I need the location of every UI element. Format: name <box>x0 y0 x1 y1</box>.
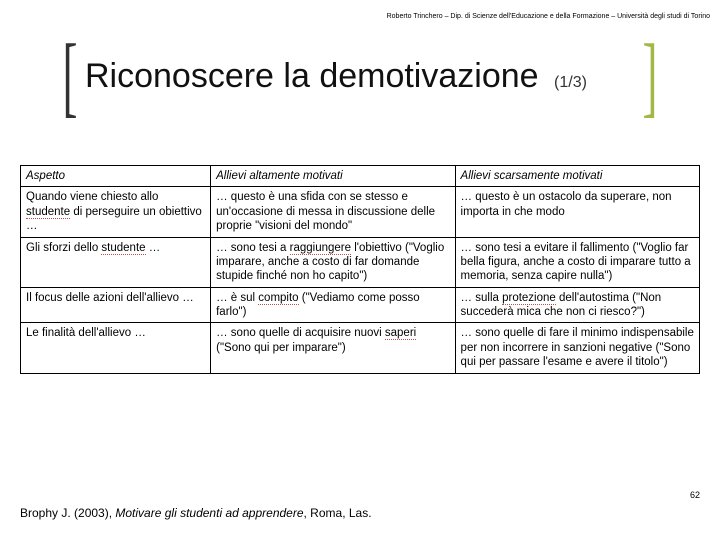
header-attribution: Roberto Trinchero – Dip. di Scienze dell… <box>387 13 710 20</box>
title-counter: (1/3) <box>554 74 587 91</box>
citation-rest: , Roma, Las. <box>304 506 372 520</box>
cell: … sono tesi a evitare il fallimento ("Vo… <box>455 237 699 287</box>
cell: … questo è una sfida con se stesso e un'… <box>211 187 455 237</box>
page-number: 62 <box>690 490 700 500</box>
citation-title: Motivare gli studenti ad apprendere <box>115 506 303 520</box>
table-header-row: Aspetto Allievi altamente motivati Allie… <box>21 166 700 187</box>
table-row: Il focus delle azioni dell'allievo … … è… <box>21 287 700 323</box>
cell: … sono quelle di fare il minimo indispen… <box>455 323 699 373</box>
citation-footer: Brophy J. (2003), Motivare gli studenti … <box>20 506 372 520</box>
cell: Quando viene chiesto allo studente di pe… <box>21 187 211 237</box>
cell: Gli sforzi dello studente … <box>21 237 211 287</box>
page-title: Riconoscere la demotivazione (1/3) <box>85 57 635 96</box>
cell: … è sul compito ("Vediamo come posso far… <box>211 287 455 323</box>
cell: Il focus delle azioni dell'allievo … <box>21 287 211 323</box>
bracket-left-icon: [ <box>62 45 77 108</box>
title-bar: [ Riconoscere la demotivazione (1/3) ] <box>55 45 665 108</box>
cell: … sono quelle di acquisire nuovi saperi … <box>211 323 455 373</box>
title-text: Riconoscere la demotivazione <box>85 57 539 95</box>
table-row: Le finalità dell'allievo … … sono quelle… <box>21 323 700 373</box>
table-row: Quando viene chiesto allo studente di pe… <box>21 187 700 237</box>
cell: … questo è un ostacolo da superare, non … <box>455 187 699 237</box>
cell: … sulla protezione dell'autostima ("Non … <box>455 287 699 323</box>
cell: … sono tesi a raggiungere l'obiettivo ("… <box>211 237 455 287</box>
bracket-right-icon: ] <box>643 45 658 108</box>
col-header: Allievi altamente motivati <box>211 166 455 187</box>
col-header: Aspetto <box>21 166 211 187</box>
col-header: Allievi scarsamente motivati <box>455 166 699 187</box>
citation-author: Brophy J. (2003), <box>20 506 115 520</box>
cell: Le finalità dell'allievo … <box>21 323 211 373</box>
content-table: Aspetto Allievi altamente motivati Allie… <box>20 165 700 374</box>
table-row: Gli sforzi dello studente … … sono tesi … <box>21 237 700 287</box>
